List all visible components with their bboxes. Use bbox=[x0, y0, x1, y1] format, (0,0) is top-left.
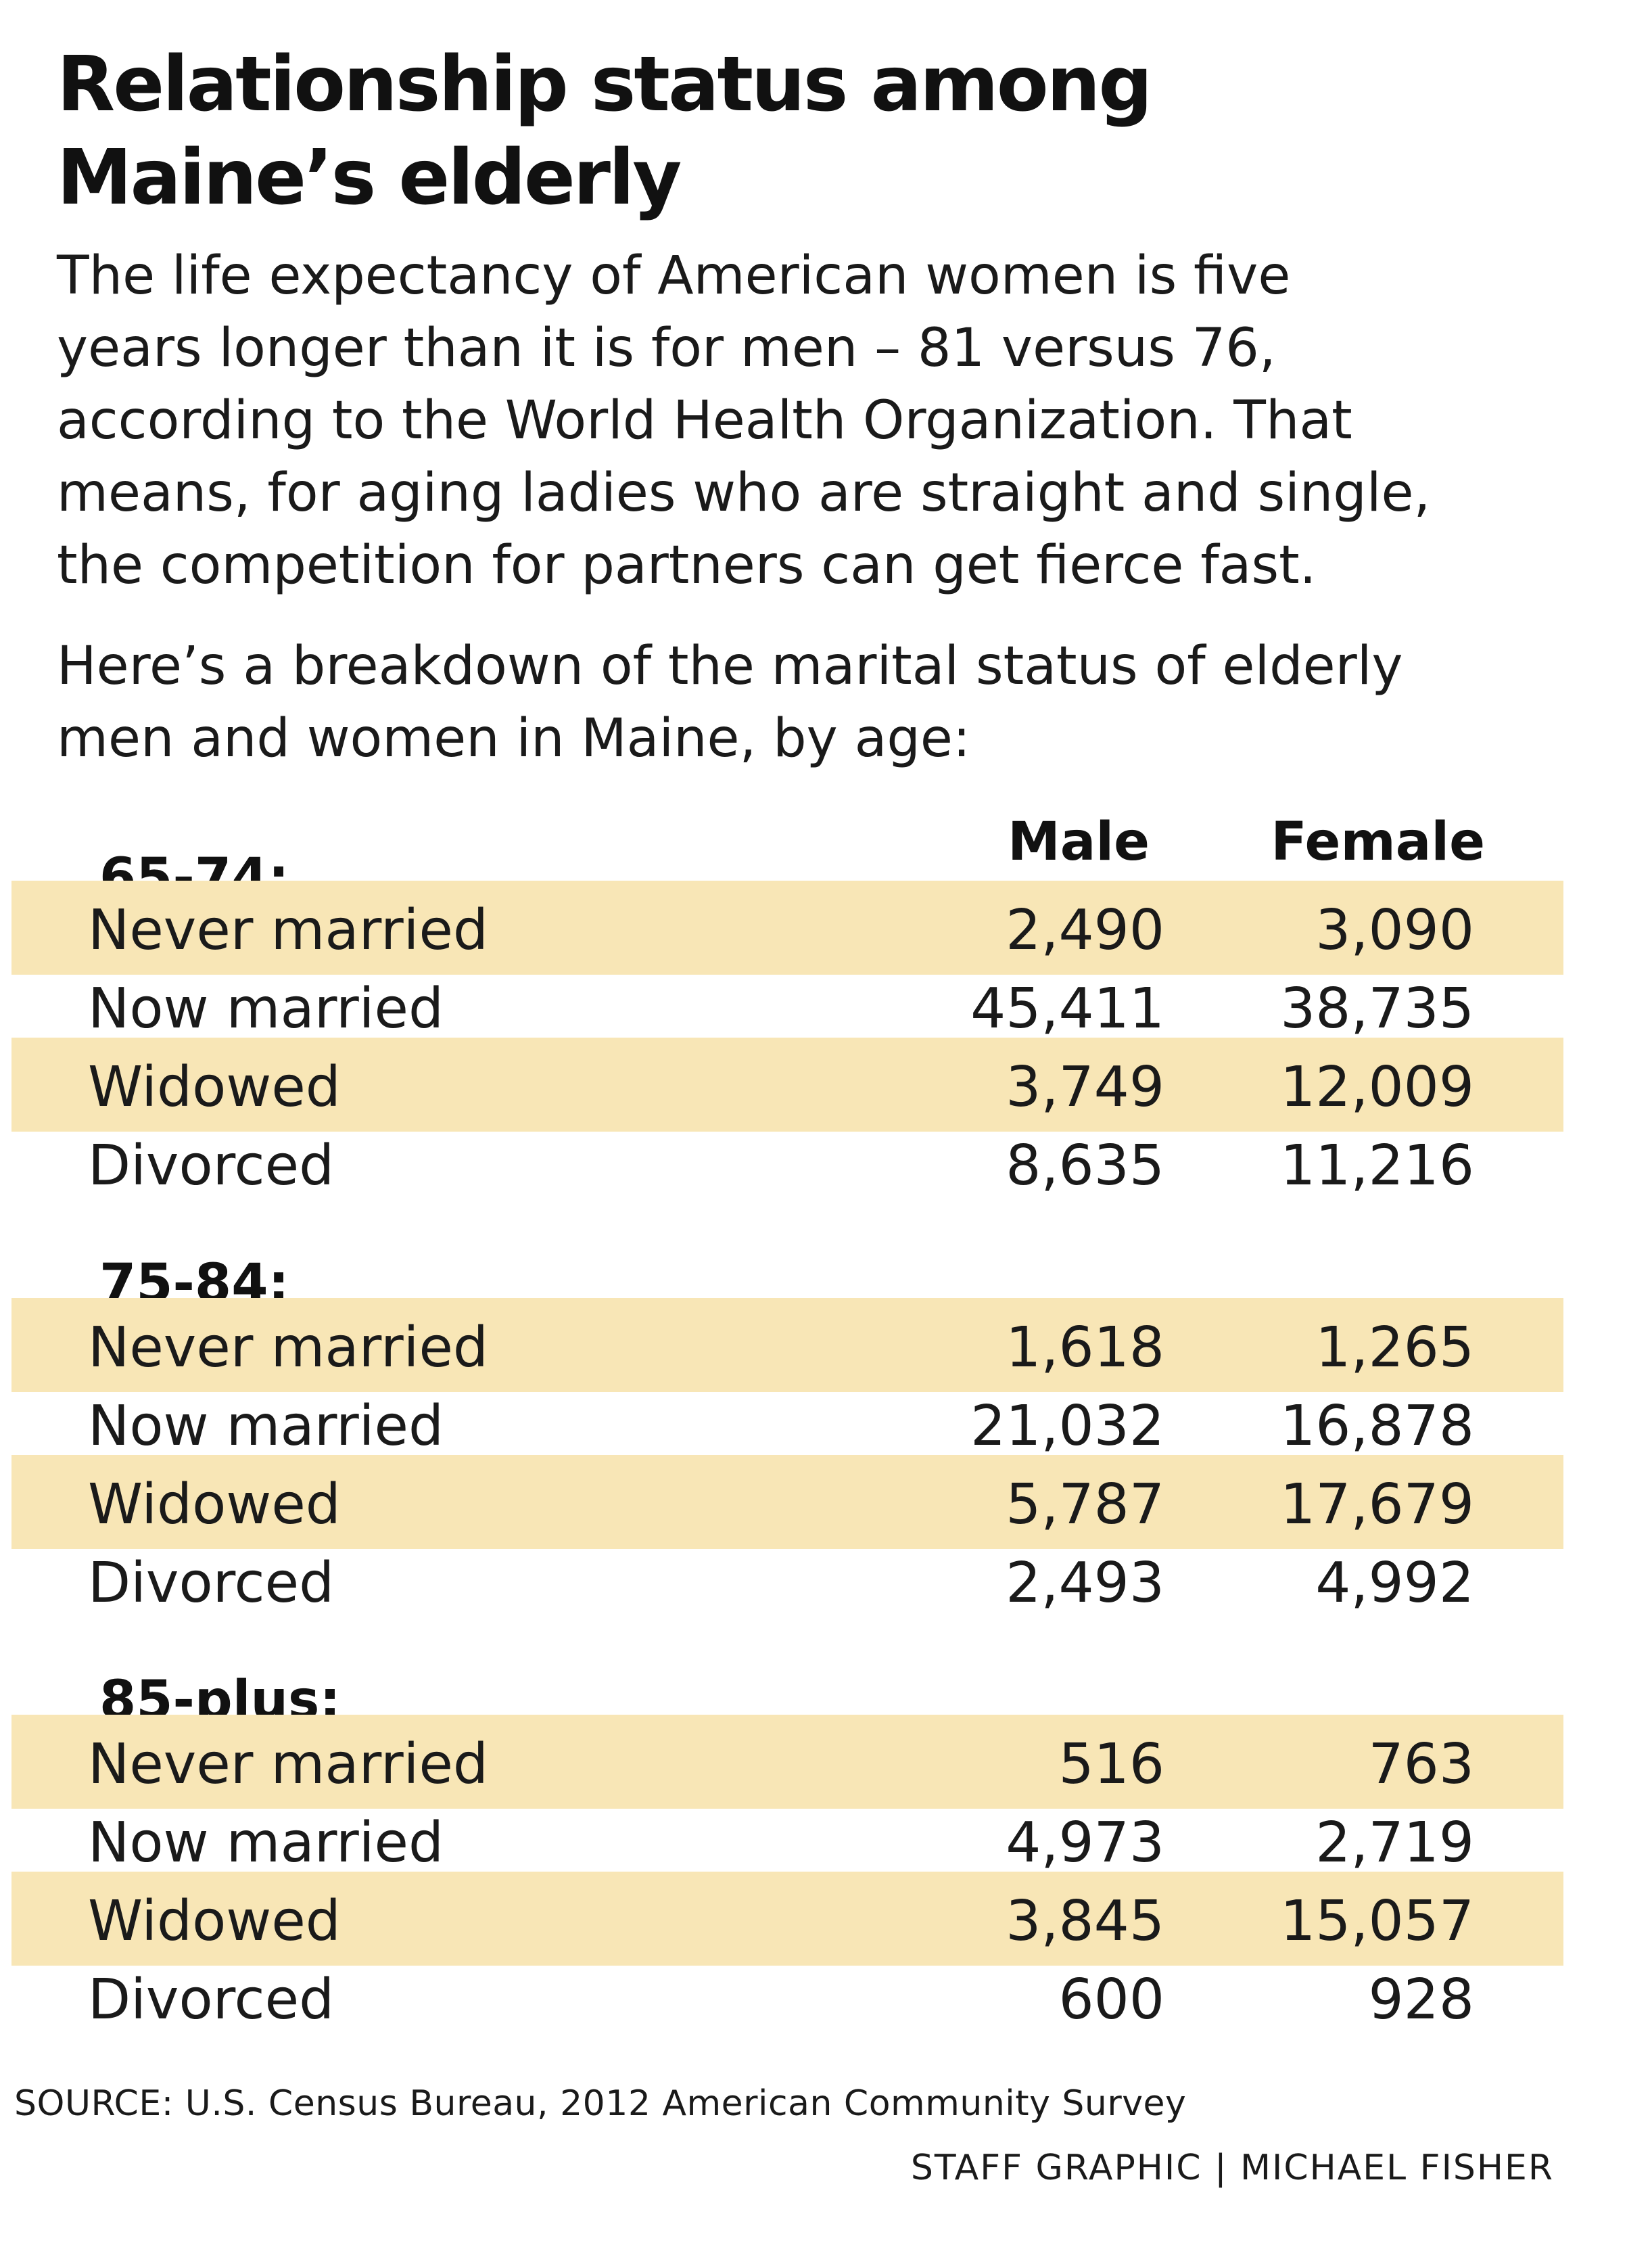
intro-line: The life expectancy of American women is… bbox=[57, 246, 1291, 306]
status-label: Now married bbox=[88, 1394, 444, 1458]
status-label: Divorced bbox=[88, 1551, 335, 1615]
male-value: 3,845 bbox=[1006, 1889, 1164, 1953]
male-value: 2,493 bbox=[1006, 1551, 1164, 1615]
female-value: 11,216 bbox=[1280, 1134, 1474, 1198]
breakdown-paragraph: Here’s a breakdown of the marital status… bbox=[57, 630, 1578, 775]
status-label: Never married bbox=[88, 1732, 488, 1797]
female-value: 15,057 bbox=[1280, 1889, 1474, 1953]
status-label: Widowed bbox=[88, 1473, 341, 1537]
table-row: Never married 1,618 1,265 bbox=[11, 1298, 1563, 1392]
female-value: 3,090 bbox=[1315, 898, 1474, 963]
source-note: SOURCE: U.S. Census Bureau, 2012 America… bbox=[14, 2083, 1187, 2124]
chart-title: Relationship status among Maine’s elderl… bbox=[57, 38, 1545, 225]
male-value: 4,973 bbox=[1006, 1811, 1164, 1875]
table-row: Now married 45,411 38,735 bbox=[11, 959, 1563, 1041]
table-row: Now married 21,032 16,878 bbox=[11, 1376, 1563, 1458]
status-label: Widowed bbox=[88, 1055, 341, 1119]
intro-line: the competition for partners can get fie… bbox=[57, 535, 1317, 596]
intro-paragraph: The life expectancy of American women is… bbox=[57, 240, 1578, 602]
male-value: 21,032 bbox=[970, 1394, 1164, 1458]
table-row: Never married 516 763 bbox=[11, 1715, 1563, 1809]
female-value: 1,265 bbox=[1315, 1316, 1474, 1380]
column-header-female: Female bbox=[1271, 812, 1485, 873]
male-value: 1,618 bbox=[1006, 1316, 1164, 1380]
male-value: 516 bbox=[1058, 1732, 1164, 1797]
status-label: Divorced bbox=[88, 1134, 335, 1198]
male-value: 600 bbox=[1058, 1968, 1164, 2032]
table-row: Now married 4,973 2,719 bbox=[11, 1793, 1563, 1875]
female-value: 16,878 bbox=[1280, 1394, 1474, 1458]
status-label: Never married bbox=[88, 898, 488, 963]
female-value: 12,009 bbox=[1280, 1055, 1474, 1119]
female-value: 38,735 bbox=[1280, 977, 1474, 1041]
breakdown-line: men and women in Maine, by age: bbox=[57, 708, 971, 769]
status-label: Never married bbox=[88, 1316, 488, 1380]
column-header-male: Male bbox=[1008, 812, 1150, 873]
graphic-credit: STAFF GRAPHIC | MICHAEL FISHER bbox=[910, 2148, 1554, 2188]
status-label: Now married bbox=[88, 1811, 444, 1875]
breakdown-line: Here’s a breakdown of the marital status… bbox=[57, 636, 1403, 697]
female-value: 928 bbox=[1368, 1968, 1474, 2032]
table-row: Widowed 3,845 15,057 bbox=[11, 1872, 1563, 1966]
male-value: 3,749 bbox=[1006, 1055, 1164, 1119]
table-row: Never married 2,490 3,090 bbox=[11, 881, 1563, 975]
female-value: 763 bbox=[1368, 1732, 1474, 1797]
chart-title-line: Maine’s elderly bbox=[57, 134, 682, 222]
table-row: Widowed 3,749 12,009 bbox=[11, 1038, 1563, 1132]
female-value: 4,992 bbox=[1315, 1551, 1474, 1615]
female-value: 17,679 bbox=[1280, 1473, 1474, 1537]
status-label: Now married bbox=[88, 977, 444, 1041]
table-row: Divorced 600 928 bbox=[11, 1950, 1563, 2032]
table-row: Divorced 2,493 4,992 bbox=[11, 1533, 1563, 1615]
table-row: Widowed 5,787 17,679 bbox=[11, 1455, 1563, 1549]
status-label: Divorced bbox=[88, 1968, 335, 2032]
chart-title-line: Relationship status among bbox=[57, 41, 1153, 129]
status-label: Widowed bbox=[88, 1889, 341, 1953]
table-row: Divorced 8,635 11,216 bbox=[11, 1116, 1563, 1198]
male-value: 8,635 bbox=[1006, 1134, 1164, 1198]
male-value: 5,787 bbox=[1006, 1473, 1164, 1537]
intro-line: years longer than it is for men – 81 ver… bbox=[57, 318, 1276, 379]
intro-line: means, for aging ladies who are straight… bbox=[57, 463, 1431, 524]
male-value: 2,490 bbox=[1006, 898, 1164, 963]
male-value: 45,411 bbox=[970, 977, 1164, 1041]
female-value: 2,719 bbox=[1315, 1811, 1474, 1875]
intro-line: according to the World Health Organizati… bbox=[57, 390, 1352, 451]
